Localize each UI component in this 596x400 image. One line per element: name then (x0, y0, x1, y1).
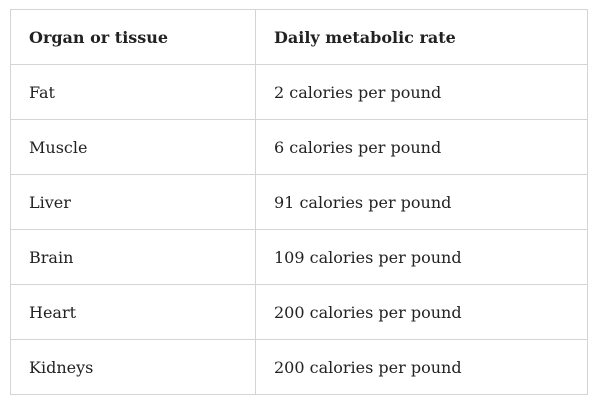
cell-rate: 200 calories per pound (255, 339, 588, 395)
cell-organ: Liver (10, 174, 256, 230)
table-row: Muscle 6 calories per pound (10, 119, 588, 175)
cell-organ: Brain (10, 229, 256, 285)
table-row: Kidneys 200 calories per pound (10, 339, 588, 395)
cell-rate: 2 calories per pound (255, 64, 588, 120)
header-daily-metabolic-rate: Daily metabolic rate (255, 9, 588, 65)
table-row: Fat 2 calories per pound (10, 64, 588, 120)
header-organ-or-tissue: Organ or tissue (10, 9, 256, 65)
cell-organ: Heart (10, 284, 256, 340)
cell-rate: 200 calories per pound (255, 284, 588, 340)
cell-rate: 6 calories per pound (255, 119, 588, 175)
cell-organ: Muscle (10, 119, 256, 175)
cell-rate: 109 calories per pound (255, 229, 588, 285)
cell-organ: Fat (10, 64, 256, 120)
cell-rate: 91 calories per pound (255, 174, 588, 230)
metabolic-rate-table-container: Organ or tissue Daily metabolic rate Fat… (10, 9, 588, 395)
metabolic-rate-table: Organ or tissue Daily metabolic rate Fat… (10, 9, 588, 395)
table-row: Heart 200 calories per pound (10, 284, 588, 340)
cell-organ: Kidneys (10, 339, 256, 395)
table-row: Liver 91 calories per pound (10, 174, 588, 230)
table-row: Brain 109 calories per pound (10, 229, 588, 285)
table-header-row: Organ or tissue Daily metabolic rate (10, 9, 588, 65)
